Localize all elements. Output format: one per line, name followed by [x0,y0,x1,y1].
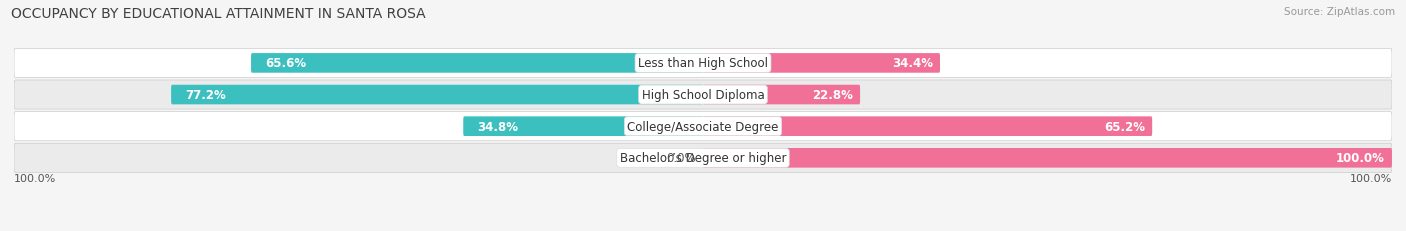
Text: 0.0%: 0.0% [666,152,696,165]
Text: 34.4%: 34.4% [891,57,934,70]
FancyBboxPatch shape [172,85,703,105]
Text: High School Diploma: High School Diploma [641,89,765,102]
Text: 100.0%: 100.0% [1336,152,1385,165]
FancyBboxPatch shape [703,85,860,105]
FancyBboxPatch shape [14,81,1392,110]
Text: College/Associate Degree: College/Associate Degree [627,120,779,133]
FancyBboxPatch shape [14,144,1392,173]
Text: 65.2%: 65.2% [1104,120,1146,133]
Text: OCCUPANCY BY EDUCATIONAL ATTAINMENT IN SANTA ROSA: OCCUPANCY BY EDUCATIONAL ATTAINMENT IN S… [11,7,426,21]
FancyBboxPatch shape [252,54,703,73]
Text: 65.6%: 65.6% [264,57,307,70]
FancyBboxPatch shape [463,117,703,136]
Text: 77.2%: 77.2% [186,89,226,102]
FancyBboxPatch shape [703,117,1152,136]
FancyBboxPatch shape [703,148,1392,168]
Text: 22.8%: 22.8% [813,89,853,102]
Text: 34.8%: 34.8% [477,120,517,133]
Text: Less than High School: Less than High School [638,57,768,70]
FancyBboxPatch shape [14,49,1392,78]
FancyBboxPatch shape [14,112,1392,141]
Text: Bachelor’s Degree or higher: Bachelor’s Degree or higher [620,152,786,165]
Text: 100.0%: 100.0% [1350,174,1392,184]
FancyBboxPatch shape [703,54,941,73]
Text: 100.0%: 100.0% [14,174,56,184]
Text: Source: ZipAtlas.com: Source: ZipAtlas.com [1284,7,1395,17]
